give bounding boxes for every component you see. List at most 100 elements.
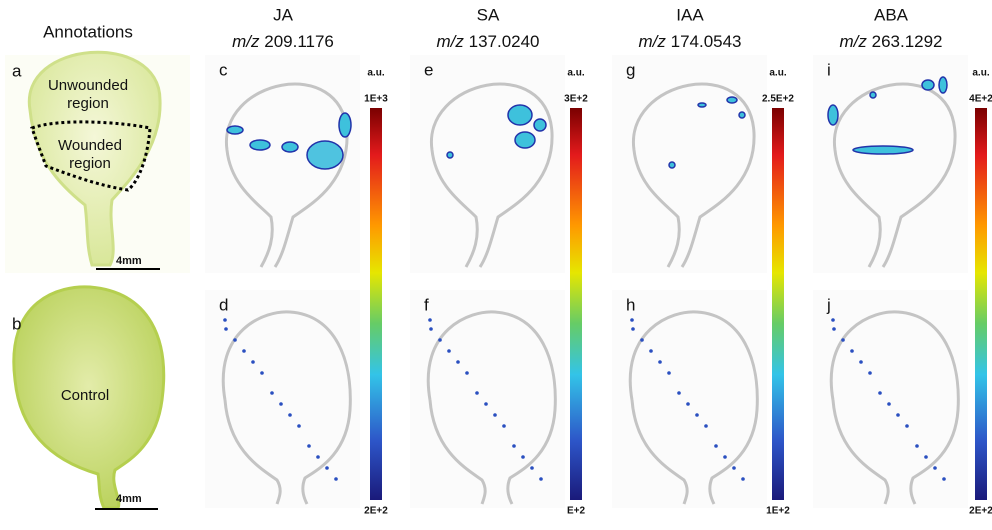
signal-spot <box>223 318 227 322</box>
signal-spot <box>915 444 919 448</box>
signal-spot <box>279 402 283 406</box>
ion-image <box>410 290 565 508</box>
leaf-outline <box>833 82 957 268</box>
ion-image <box>612 55 767 273</box>
region-label: Control <box>61 387 109 404</box>
image-bg <box>612 55 767 273</box>
signal-spot <box>307 444 311 448</box>
colorbar-unit: a.u. <box>769 68 786 79</box>
colorbar-unit: a.u. <box>972 68 989 79</box>
signal-spot <box>697 102 707 108</box>
signal-spot <box>827 104 839 126</box>
signal-spot <box>859 360 863 364</box>
signal-spot <box>714 444 718 448</box>
mz-prefix: m/z <box>638 32 666 51</box>
mz-prefix: m/z <box>839 32 867 51</box>
wounded-outline <box>30 120 152 192</box>
mz-label: m/z 137.0240 <box>436 32 539 51</box>
signal-spot <box>456 360 460 364</box>
signal-spot <box>695 413 699 417</box>
panel-letter: c <box>219 60 228 79</box>
signal-spot <box>281 141 299 153</box>
signal-spot <box>533 118 547 132</box>
signal-spot <box>852 145 914 155</box>
signal-spot <box>677 391 681 395</box>
signal-spot <box>297 424 301 428</box>
colorbar <box>370 108 382 500</box>
mz-prefix: m/z <box>436 32 464 51</box>
panel-letter: d <box>219 295 228 314</box>
signal-spot <box>306 140 344 170</box>
signal-spot <box>270 391 274 395</box>
signal-spot <box>475 391 479 395</box>
signal-spot <box>640 338 644 342</box>
leaf-outline <box>829 310 960 505</box>
signal-spot <box>850 349 854 353</box>
colorbar-max: 4E+2 <box>969 94 992 105</box>
ion-image <box>410 55 565 273</box>
compound-name: IAA <box>676 5 704 24</box>
signal-spot <box>224 327 228 331</box>
panel-letter: h <box>626 295 635 314</box>
image-bg <box>612 290 767 508</box>
panel-letter: b <box>12 314 21 333</box>
signal-spot <box>924 455 928 459</box>
colorbar <box>975 108 987 500</box>
signal-spot <box>831 318 835 322</box>
signal-spot <box>667 371 671 375</box>
signal-spot <box>686 402 690 406</box>
leaf-outline <box>225 82 349 268</box>
signal-spot <box>704 424 708 428</box>
mz-value: 137.0240 <box>469 32 540 51</box>
signal-spot <box>438 338 442 342</box>
leaf-outline <box>632 82 756 268</box>
region-label: Wounded <box>58 137 122 154</box>
panel-letter: a <box>12 61 22 80</box>
colorbar-max: 2.5E+2 <box>762 94 794 105</box>
image-bg <box>410 290 565 508</box>
signal-spot <box>832 327 836 331</box>
signal-spot <box>732 466 736 470</box>
signal-spot <box>249 139 271 151</box>
signal-spot <box>905 424 909 428</box>
image-bg <box>205 290 360 508</box>
colorbar-min: 2E+2 <box>969 506 992 517</box>
region-label: region <box>69 155 111 172</box>
signal-spot <box>507 104 533 126</box>
signal-spot <box>738 111 746 119</box>
signal-spot <box>658 360 662 364</box>
signal-spot <box>447 349 451 353</box>
signal-spot <box>631 327 635 331</box>
signal-spot <box>878 391 882 395</box>
signal-spot <box>942 477 946 481</box>
panel-letter: e <box>424 60 433 79</box>
mz-value: 263.1292 <box>872 32 943 51</box>
signal-spot <box>938 76 948 94</box>
colorbar-unit: a.u. <box>367 68 384 79</box>
panel-letter: f <box>424 295 429 314</box>
panel-letter: i <box>827 60 831 79</box>
ion-image <box>612 290 767 508</box>
signal-spot <box>841 338 845 342</box>
image-bg <box>813 290 968 508</box>
signal-spot <box>484 402 488 406</box>
signal-spot <box>251 360 255 364</box>
signal-spot <box>668 161 676 169</box>
signal-spot <box>868 371 872 375</box>
compound-name: JA <box>273 5 294 24</box>
colorbar-min: 1E+2 <box>766 506 790 517</box>
signal-spot <box>741 477 745 481</box>
colorbar-min: 2E+2 <box>364 506 388 517</box>
signal-spot <box>921 79 935 91</box>
mz-label: m/z 209.1176 <box>232 32 334 51</box>
signal-spot <box>288 413 292 417</box>
signal-spot <box>502 424 506 428</box>
signal-spot <box>260 371 264 375</box>
signal-spot <box>630 318 634 322</box>
panel-letter: j <box>826 295 831 314</box>
scale-label: 4mm <box>116 493 142 505</box>
signal-spot <box>512 444 516 448</box>
signal-spot <box>726 96 738 104</box>
signal-spot <box>530 466 534 470</box>
